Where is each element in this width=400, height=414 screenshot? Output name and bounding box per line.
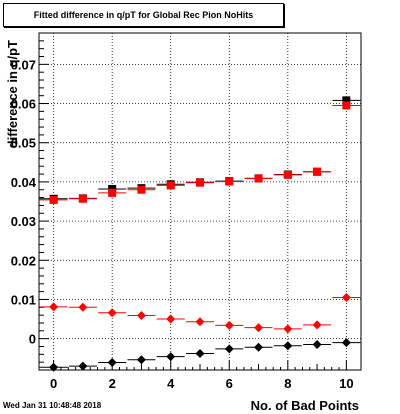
data-point-diamond bbox=[107, 358, 117, 368]
data-point-diamond bbox=[107, 308, 117, 318]
y-tick-label: 0 bbox=[29, 332, 36, 347]
data-point-square bbox=[196, 178, 204, 187]
data-series bbox=[39, 96, 361, 372]
series-2 bbox=[39, 101, 361, 204]
data-point-diamond bbox=[312, 340, 322, 350]
data-point-diamond bbox=[136, 355, 146, 365]
data-point-square bbox=[342, 101, 351, 110]
series-1 bbox=[39, 96, 361, 203]
data-point-square bbox=[49, 195, 58, 204]
data-point-diamond bbox=[312, 320, 322, 330]
y-tick-label: 0.02 bbox=[11, 253, 36, 268]
x-tick-label: 4 bbox=[167, 376, 175, 391]
data-point-diamond bbox=[254, 323, 264, 333]
data-point-diamond bbox=[166, 314, 176, 324]
y-tick-label: 0.04 bbox=[11, 175, 37, 190]
x-tick-label: 0 bbox=[50, 376, 57, 391]
data-point-square bbox=[225, 177, 234, 186]
y-tick-label: 0.03 bbox=[11, 214, 36, 229]
data-point-square bbox=[283, 170, 292, 179]
x-tick-label: 8 bbox=[284, 376, 291, 391]
axis-ticks: 0 2 4 6 8 10 0 0.01 0.02 0.03 0.04 0.05 0.06 0.07 bbox=[11, 32, 354, 391]
data-point-diamond bbox=[49, 302, 59, 312]
x-tick-label: 10 bbox=[339, 376, 353, 391]
chart-title: Fitted difference in q/pT for Global Rec… bbox=[33, 10, 254, 20]
y-tick-label: 0.01 bbox=[11, 292, 36, 307]
series-3 bbox=[39, 293, 361, 334]
x-axis-title: No. of Bad Points bbox=[251, 398, 359, 413]
x-tick-label: 6 bbox=[226, 376, 233, 391]
data-point-diamond bbox=[195, 349, 205, 359]
data-point-diamond bbox=[224, 344, 234, 354]
y-tick-label: 0.07 bbox=[11, 57, 36, 72]
data-point-square bbox=[166, 181, 175, 190]
chart-title-box: Fitted difference in q/pT for Global Rec… bbox=[3, 3, 284, 27]
y-tick-label: 0.05 bbox=[11, 136, 36, 151]
data-point-diamond bbox=[49, 362, 59, 372]
data-point-square bbox=[254, 174, 263, 183]
data-point-diamond bbox=[136, 311, 146, 321]
data-point-square bbox=[108, 188, 117, 197]
y-tick-label: 0.06 bbox=[11, 97, 36, 112]
data-point-square bbox=[313, 167, 322, 176]
data-point-diamond bbox=[283, 324, 293, 334]
data-point-square bbox=[78, 194, 87, 203]
data-point-diamond bbox=[78, 361, 88, 371]
data-point-square bbox=[137, 185, 146, 194]
data-point-diamond bbox=[78, 302, 88, 312]
timestamp: Wed Jan 31 10:48:48 2018 bbox=[3, 401, 102, 410]
data-point-diamond bbox=[166, 352, 176, 362]
data-point-square bbox=[342, 96, 351, 105]
x-tick-label: 2 bbox=[109, 376, 116, 391]
data-point-diamond bbox=[341, 293, 351, 303]
series-4 bbox=[39, 338, 361, 372]
data-point-diamond bbox=[195, 317, 205, 327]
data-point-diamond bbox=[341, 338, 351, 348]
data-point-diamond bbox=[254, 342, 264, 352]
data-point-diamond bbox=[283, 341, 293, 351]
data-point-diamond bbox=[224, 320, 234, 330]
y-axis-title: difference in q/pT bbox=[5, 40, 20, 148]
